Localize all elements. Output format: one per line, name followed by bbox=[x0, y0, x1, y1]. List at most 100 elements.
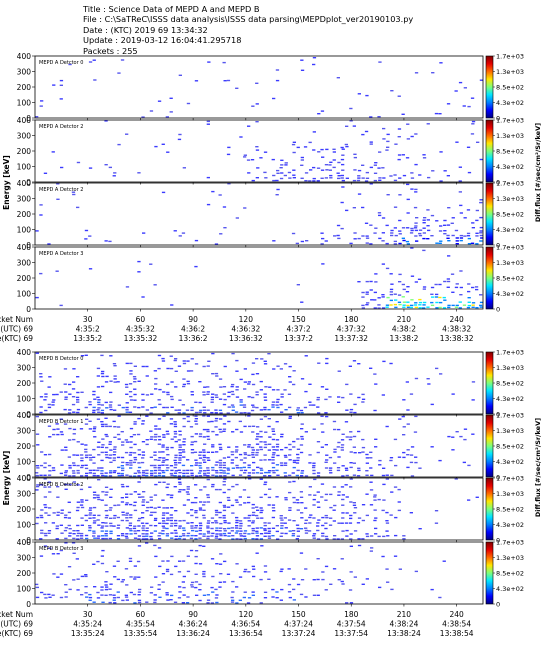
data-cell bbox=[59, 79, 64, 82]
data-cell bbox=[72, 579, 76, 581]
data-cell bbox=[207, 459, 211, 461]
data-cell bbox=[406, 306, 411, 308]
data-cell bbox=[157, 435, 161, 438]
data-cell bbox=[190, 465, 194, 467]
data-cell bbox=[349, 486, 353, 488]
data-cell bbox=[157, 418, 162, 420]
data-cell bbox=[178, 459, 182, 461]
data-cell bbox=[260, 469, 264, 471]
data-cell bbox=[246, 602, 251, 604]
data-cell bbox=[287, 583, 292, 586]
data-cell bbox=[116, 578, 120, 581]
data-cell bbox=[174, 535, 178, 537]
data-cell bbox=[312, 428, 316, 430]
data-cell bbox=[247, 525, 251, 527]
data-cell bbox=[406, 123, 410, 125]
data-cell bbox=[63, 368, 68, 370]
data-cell bbox=[64, 391, 68, 393]
data-cell bbox=[211, 485, 215, 488]
data-cell bbox=[194, 423, 199, 425]
data-cell bbox=[341, 583, 345, 585]
data-cell bbox=[157, 428, 162, 430]
data-cell bbox=[101, 491, 105, 493]
colorbar-tick-label: 4.3e+02 bbox=[496, 290, 524, 298]
data-cell bbox=[101, 537, 105, 540]
data-cell bbox=[113, 446, 117, 448]
data-cell bbox=[381, 263, 385, 265]
data-cell bbox=[352, 125, 356, 127]
data-cell bbox=[263, 406, 267, 409]
data-cell bbox=[304, 172, 309, 174]
data-cell bbox=[324, 527, 328, 530]
data-cell bbox=[194, 555, 198, 558]
data-cell bbox=[206, 120, 210, 123]
data-cell bbox=[393, 174, 397, 176]
y-tick-label: 300 bbox=[17, 364, 32, 373]
data-cell bbox=[418, 232, 422, 235]
data-cell bbox=[357, 544, 362, 547]
x-tick-label: 4:37:2 bbox=[286, 325, 310, 334]
data-cell bbox=[296, 459, 300, 462]
data-cell bbox=[129, 395, 133, 398]
data-cell bbox=[153, 464, 157, 467]
data-cell bbox=[203, 443, 207, 445]
data-cell bbox=[406, 301, 410, 303]
data-cell bbox=[193, 440, 198, 443]
data-cell bbox=[426, 209, 430, 211]
data-cell bbox=[137, 591, 142, 593]
data-cell bbox=[203, 412, 207, 414]
data-cell bbox=[92, 469, 96, 471]
y-tick-label: 400 bbox=[17, 474, 32, 483]
data-cell bbox=[117, 438, 121, 440]
data-cell bbox=[153, 599, 157, 601]
data-cell bbox=[165, 464, 169, 466]
data-cell bbox=[182, 586, 186, 589]
data-cell bbox=[93, 586, 97, 588]
data-cell bbox=[141, 116, 145, 118]
data-cell bbox=[79, 504, 84, 506]
data-cell bbox=[316, 396, 320, 399]
data-cell bbox=[337, 491, 341, 493]
data-cell bbox=[194, 415, 198, 417]
data-cell bbox=[105, 514, 109, 517]
data-cell bbox=[321, 516, 325, 519]
data-cell bbox=[178, 457, 182, 459]
data-cell bbox=[198, 457, 203, 459]
data-cell bbox=[333, 535, 337, 537]
data-cell bbox=[166, 454, 170, 456]
data-cell bbox=[158, 403, 162, 406]
data-cell bbox=[88, 428, 92, 430]
data-cell bbox=[276, 169, 280, 172]
data-cell bbox=[479, 306, 483, 308]
data-cell bbox=[100, 499, 104, 501]
data-cell bbox=[341, 433, 345, 435]
data-cell bbox=[76, 524, 80, 527]
data-cell bbox=[129, 493, 133, 495]
data-cell bbox=[52, 428, 56, 431]
data-cell bbox=[214, 464, 218, 466]
data-cell bbox=[336, 234, 340, 237]
data-cell bbox=[189, 537, 194, 540]
data-cell bbox=[422, 219, 426, 221]
data-cell bbox=[165, 592, 169, 594]
data-cell bbox=[206, 451, 210, 453]
data-cell bbox=[434, 510, 439, 512]
colorbar-tick-label: 1.3e+03 bbox=[496, 195, 524, 203]
data-cell bbox=[466, 146, 471, 148]
data-cell bbox=[349, 501, 353, 503]
data-cell bbox=[451, 393, 455, 395]
data-cell bbox=[108, 443, 112, 445]
data-cell bbox=[475, 232, 479, 234]
data-cell bbox=[255, 391, 259, 393]
data-cell bbox=[470, 242, 475, 244]
data-cell bbox=[96, 409, 100, 411]
data-cell bbox=[137, 535, 142, 537]
data-cell bbox=[214, 412, 218, 414]
data-cell bbox=[451, 449, 455, 451]
data-cell bbox=[133, 576, 137, 578]
data-cell bbox=[280, 568, 284, 570]
data-cell bbox=[59, 549, 63, 552]
data-cell bbox=[247, 125, 251, 127]
data-cell bbox=[357, 281, 361, 283]
data-cell bbox=[312, 517, 316, 519]
